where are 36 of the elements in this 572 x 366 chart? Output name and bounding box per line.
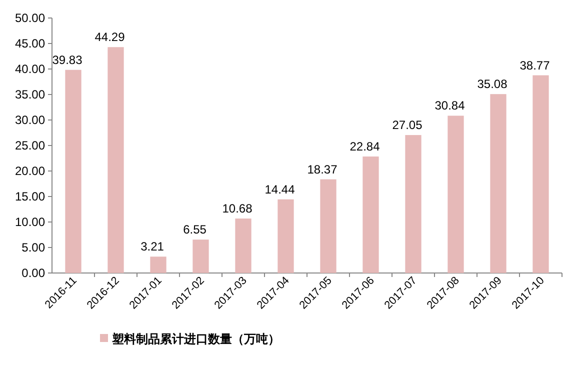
- bar: [65, 70, 82, 273]
- data-label: 22.84: [350, 140, 380, 154]
- data-label: 38.77: [520, 58, 550, 72]
- bar: [490, 94, 506, 273]
- y-tick-label: 20.00: [14, 164, 46, 178]
- y-tick-label: 30.00: [14, 113, 46, 127]
- y-tick-label: 35.00: [14, 88, 46, 102]
- data-label: 18.37: [307, 162, 338, 176]
- data-label: 44.29: [94, 30, 126, 44]
- data-label: 35.08: [477, 77, 508, 92]
- y-tick-label: 5.00: [22, 240, 46, 254]
- y-tick-label: 40.00: [14, 62, 46, 76]
- bar: [448, 116, 464, 273]
- bar: [192, 240, 209, 273]
- y-tick-label: 45.00: [14, 36, 46, 50]
- data-label: 30.84: [434, 98, 466, 113]
- data-label: 14.44: [264, 182, 296, 196]
- data-label: 6.55: [183, 222, 207, 237]
- bar: [320, 179, 336, 273]
- y-tick-label: 50.00: [14, 11, 46, 25]
- bar: [150, 256, 166, 273]
- data-label: 27.05: [392, 118, 423, 132]
- bar: [235, 218, 252, 273]
- bar: [405, 135, 422, 273]
- y-tick-label: 10.00: [14, 215, 46, 229]
- data-label: 39.83: [52, 52, 83, 67]
- y-tick-label: 15.00: [14, 190, 46, 204]
- y-tick-label: 25.00: [14, 138, 46, 152]
- bar: [278, 199, 294, 273]
- bar: [362, 156, 379, 273]
- y-tick-label: 0.00: [22, 266, 46, 280]
- bar: [532, 75, 549, 273]
- bar: [108, 47, 124, 273]
- data-label: 10.68: [222, 202, 253, 216]
- legend-label: 塑料制品累计进口数量（万吨）: [111, 332, 280, 346]
- data-label: 3.21: [140, 240, 164, 254]
